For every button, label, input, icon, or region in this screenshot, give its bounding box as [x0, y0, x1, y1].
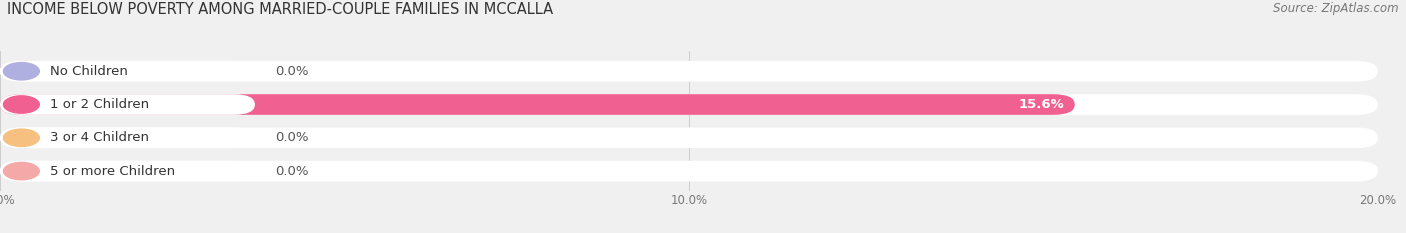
Text: 15.6%: 15.6% — [1019, 98, 1064, 111]
Text: No Children: No Children — [49, 65, 128, 78]
Text: 0.0%: 0.0% — [276, 164, 309, 178]
FancyBboxPatch shape — [0, 61, 254, 82]
FancyBboxPatch shape — [0, 94, 254, 115]
FancyBboxPatch shape — [0, 161, 254, 182]
FancyBboxPatch shape — [0, 94, 1378, 115]
FancyBboxPatch shape — [0, 161, 1378, 182]
FancyBboxPatch shape — [0, 61, 1378, 82]
Circle shape — [3, 129, 39, 147]
FancyBboxPatch shape — [0, 127, 1378, 148]
Text: 5 or more Children: 5 or more Children — [49, 164, 174, 178]
Text: 0.0%: 0.0% — [276, 65, 309, 78]
Circle shape — [3, 63, 39, 80]
Text: 1 or 2 Children: 1 or 2 Children — [49, 98, 149, 111]
Text: Source: ZipAtlas.com: Source: ZipAtlas.com — [1274, 2, 1399, 15]
Text: INCOME BELOW POVERTY AMONG MARRIED-COUPLE FAMILIES IN MCCALLA: INCOME BELOW POVERTY AMONG MARRIED-COUPL… — [7, 2, 553, 17]
Text: 3 or 4 Children: 3 or 4 Children — [49, 131, 149, 144]
FancyBboxPatch shape — [0, 94, 1074, 115]
Circle shape — [3, 162, 39, 180]
Circle shape — [3, 96, 39, 113]
FancyBboxPatch shape — [0, 127, 254, 148]
Text: 0.0%: 0.0% — [276, 131, 309, 144]
